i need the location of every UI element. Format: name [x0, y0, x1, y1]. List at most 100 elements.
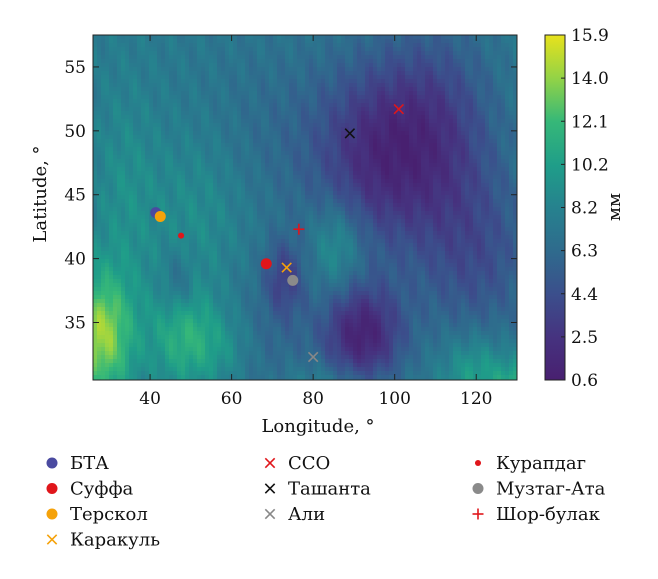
map-cell: [473, 63, 478, 68]
map-cell: [309, 115, 314, 120]
map-cell: [197, 83, 202, 88]
map-cell: [225, 75, 230, 80]
map-cell: [269, 203, 274, 208]
map-cell: [157, 99, 162, 104]
map-cell: [257, 211, 262, 216]
map-cell: [393, 51, 398, 56]
map-cell: [469, 75, 474, 80]
map-cell: [473, 207, 478, 212]
map-cell: [289, 171, 294, 176]
map-cell: [161, 91, 166, 96]
map-cell: [345, 211, 350, 216]
map-cell: [129, 59, 134, 64]
map-cell: [189, 111, 194, 116]
map-cell: [405, 203, 410, 208]
map-cell: [321, 75, 326, 80]
map-cell: [469, 143, 474, 148]
map-cell: [193, 107, 198, 112]
map-cell: [265, 123, 270, 128]
map-cell: [169, 199, 174, 204]
map-cell: [469, 79, 474, 84]
map-cell: [309, 35, 314, 40]
map-cell: [141, 183, 146, 188]
map-cell: [477, 135, 482, 140]
map-cell: [157, 139, 162, 144]
map-cell: [101, 99, 106, 104]
map-cell: [481, 115, 486, 120]
map-cell: [113, 163, 118, 168]
map-cell: [281, 35, 286, 40]
map-cell: [421, 43, 426, 48]
map-cell: [381, 59, 386, 64]
map-cell: [453, 51, 458, 56]
map-cell: [461, 211, 466, 216]
map-cell: [137, 135, 142, 140]
map-cell: [489, 155, 494, 160]
map-cell: [297, 139, 302, 144]
map-cell: [117, 171, 122, 176]
map-cell: [489, 139, 494, 144]
map-cell: [253, 71, 258, 76]
map-cell: [289, 47, 294, 52]
map-cell: [217, 195, 222, 200]
map-cell: [105, 211, 110, 216]
map-cell: [377, 139, 382, 144]
map-cell: [325, 47, 330, 52]
map-cell: [233, 195, 238, 200]
map-cell: [169, 167, 174, 172]
map-cell: [325, 107, 330, 112]
map-cell: [145, 215, 150, 220]
map-cell: [365, 175, 370, 180]
map-cell: [409, 99, 414, 104]
map-cell: [369, 139, 374, 144]
map-cell: [353, 191, 358, 196]
map-cell: [437, 135, 442, 140]
map-cell: [357, 99, 362, 104]
map-cell: [413, 147, 418, 152]
map-cell: [333, 147, 338, 152]
map-cell: [121, 95, 126, 100]
map-cell: [445, 71, 450, 76]
map-cell: [265, 99, 270, 104]
map-cell: [373, 63, 378, 68]
map-cell: [325, 215, 330, 220]
map-cell: [193, 183, 198, 188]
map-cell: [181, 119, 186, 124]
map-cell: [193, 115, 198, 120]
map-cell: [473, 187, 478, 192]
map-cell: [269, 155, 274, 160]
map-cell: [393, 139, 398, 144]
map-cell: [305, 75, 310, 80]
map-cell: [433, 135, 438, 140]
map-cell: [481, 135, 486, 140]
map-cell: [397, 67, 402, 72]
map-cell: [465, 115, 470, 120]
map-cell: [125, 135, 130, 140]
map-cell: [333, 91, 338, 96]
map-cell: [385, 119, 390, 124]
map-cell: [109, 171, 114, 176]
map-cell: [469, 171, 474, 176]
map-cell: [305, 179, 310, 184]
map-cell: [393, 183, 398, 188]
map-cell: [161, 191, 166, 196]
map-cell: [165, 219, 170, 224]
map-cell: [413, 83, 418, 88]
map-cell: [137, 183, 142, 188]
map-cell: [181, 139, 186, 144]
map-cell: [385, 63, 390, 68]
map-cell: [329, 55, 334, 60]
map-cell: [365, 191, 370, 196]
map-cell: [301, 163, 306, 168]
map-cell: [185, 59, 190, 64]
map-cell: [409, 167, 414, 172]
map-cell: [105, 91, 110, 96]
map-cell: [189, 47, 194, 52]
map-cell: [93, 199, 98, 204]
map-cell: [161, 179, 166, 184]
map-cell: [137, 67, 142, 72]
map-cell: [509, 199, 514, 204]
map-cell: [253, 147, 258, 152]
map-cell: [485, 219, 490, 224]
map-cell: [285, 79, 290, 84]
